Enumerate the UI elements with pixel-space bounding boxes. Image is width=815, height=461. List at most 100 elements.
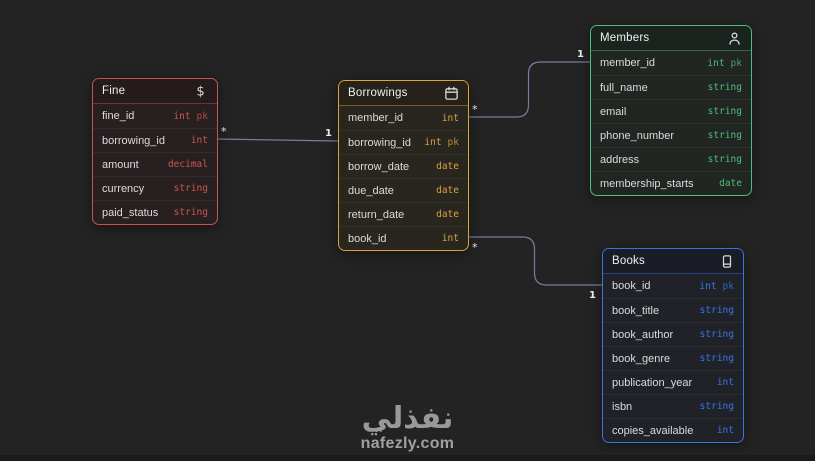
field-type: string bbox=[699, 329, 734, 340]
field-type: string bbox=[699, 401, 734, 412]
field-type: date bbox=[719, 178, 742, 189]
table-field-row[interactable]: book_genre string bbox=[603, 346, 743, 370]
table-field-row[interactable]: book_id int bbox=[339, 226, 468, 250]
field-name: book_id bbox=[612, 280, 651, 292]
table-field-row[interactable]: fine_id int pk bbox=[93, 104, 217, 128]
cardinality-many-label: * bbox=[472, 241, 478, 254]
table-field-row[interactable]: borrowing_id int pk bbox=[339, 130, 468, 154]
svg-text:$: $ bbox=[196, 85, 204, 99]
field-type: string bbox=[707, 106, 742, 117]
table-rows: member_id int pk full_name string email … bbox=[591, 51, 751, 195]
table-title: Members bbox=[600, 32, 650, 44]
field-name: borrowing_id bbox=[348, 136, 411, 149]
table-field-row[interactable]: currency string bbox=[93, 176, 217, 200]
field-type: string bbox=[707, 82, 742, 93]
table-field-row[interactable]: return_date date bbox=[339, 202, 468, 226]
field-name: return_date bbox=[348, 208, 405, 221]
field-name: fine_id bbox=[102, 110, 135, 122]
field-type: decimal bbox=[167, 159, 208, 170]
table-rows: fine_id int pk borrowing_id int amount d… bbox=[93, 104, 217, 224]
field-name: copies_available bbox=[612, 424, 694, 437]
field-name: publication_year bbox=[612, 376, 693, 389]
field-name: book_author bbox=[612, 328, 674, 341]
table-field-row[interactable]: borrowing_id int bbox=[93, 128, 217, 152]
field-name: currency bbox=[102, 182, 145, 195]
table-header[interactable]: Fine $ bbox=[93, 79, 217, 104]
table-rows: member_id int borrowing_id int pk borrow… bbox=[339, 106, 468, 250]
bottom-strip bbox=[0, 455, 815, 461]
field-name: email bbox=[600, 105, 627, 118]
field-name: phone_number bbox=[600, 129, 675, 142]
field-type: string bbox=[699, 305, 734, 316]
dollar-icon: $ bbox=[193, 83, 208, 99]
field-type: int bbox=[441, 233, 459, 244]
table-header[interactable]: Books bbox=[603, 249, 743, 274]
table-header[interactable]: Borrowings bbox=[339, 81, 468, 106]
field-type: string bbox=[699, 353, 734, 364]
table-field-row[interactable]: amount decimal bbox=[93, 152, 217, 176]
relationship-line-borrowings-members[interactable] bbox=[467, 61, 590, 118]
field-type: int bbox=[707, 57, 725, 69]
field-pk-badge: pk bbox=[730, 57, 742, 69]
entity-table-fine[interactable]: Fine $ fine_id int pk borrowing_id int a… bbox=[92, 78, 218, 225]
field-name: paid_status bbox=[102, 206, 159, 219]
field-name: due_date bbox=[348, 184, 394, 197]
table-field-row[interactable]: borrow_date date bbox=[339, 154, 468, 178]
field-pk-badge: pk bbox=[722, 280, 734, 292]
table-field-row[interactable]: book_author string bbox=[603, 322, 743, 346]
table-field-row[interactable]: publication_year int bbox=[603, 370, 743, 394]
field-type: int bbox=[716, 377, 734, 388]
table-field-row[interactable]: book_title string bbox=[603, 298, 743, 322]
field-type: int bbox=[716, 425, 734, 436]
entity-table-borrowings[interactable]: Borrowings member_id int borrowing_id in… bbox=[338, 80, 469, 251]
field-type: date bbox=[436, 161, 459, 172]
field-name: borrowing_id bbox=[102, 134, 165, 147]
field-pk-badge: pk bbox=[196, 110, 208, 122]
table-field-row[interactable]: phone_number string bbox=[591, 123, 751, 147]
table-field-row[interactable]: copies_available int bbox=[603, 418, 743, 442]
relationship-line-fine-borrowings[interactable] bbox=[215, 138, 339, 142]
person-icon bbox=[727, 31, 742, 46]
field-name: address bbox=[600, 153, 640, 166]
cardinality-one-label: 1 bbox=[325, 128, 332, 139]
table-field-row[interactable]: address string bbox=[591, 147, 751, 171]
table-header[interactable]: Members bbox=[591, 26, 751, 51]
table-title: Borrowings bbox=[348, 87, 408, 99]
entity-table-books[interactable]: Books book_id int pk book_title string b… bbox=[602, 248, 744, 443]
entity-table-members[interactable]: Members member_id int pk full_name strin… bbox=[590, 25, 752, 196]
field-type: string bbox=[707, 130, 742, 141]
field-type: string bbox=[173, 207, 208, 218]
field-type: int bbox=[173, 110, 191, 122]
field-name: isbn bbox=[612, 400, 633, 413]
field-name: book_title bbox=[612, 304, 660, 317]
field-name: membership_starts bbox=[600, 177, 694, 190]
book-icon bbox=[720, 254, 734, 269]
calendar-icon bbox=[444, 86, 459, 101]
field-type: string bbox=[173, 183, 208, 194]
field-type: int bbox=[424, 137, 442, 148]
table-field-row[interactable]: member_id int bbox=[339, 106, 468, 130]
cardinality-one-label: 1 bbox=[589, 290, 596, 301]
table-field-row[interactable]: membership_starts date bbox=[591, 171, 751, 195]
field-name: full_name bbox=[600, 81, 648, 94]
field-name: member_id bbox=[600, 57, 656, 69]
table-field-row[interactable]: due_date date bbox=[339, 178, 468, 202]
table-field-row[interactable]: email string bbox=[591, 99, 751, 123]
cardinality-one-label: 1 bbox=[577, 49, 584, 60]
field-type: int bbox=[190, 135, 208, 146]
field-type: date bbox=[436, 185, 459, 196]
field-name: book_id bbox=[348, 232, 387, 245]
relationship-line-borrowings-books[interactable] bbox=[467, 236, 602, 286]
table-field-row[interactable]: member_id int pk bbox=[591, 51, 751, 75]
table-rows: book_id int pk book_title string book_au… bbox=[603, 274, 743, 442]
field-type: int bbox=[699, 280, 717, 292]
table-field-row[interactable]: book_id int pk bbox=[603, 274, 743, 298]
field-name: amount bbox=[102, 158, 139, 171]
table-field-row[interactable]: paid_status string bbox=[93, 200, 217, 224]
field-type: string bbox=[707, 154, 742, 165]
table-field-row[interactable]: full_name string bbox=[591, 75, 751, 99]
cardinality-many-label: * bbox=[472, 103, 478, 116]
table-field-row[interactable]: isbn string bbox=[603, 394, 743, 418]
